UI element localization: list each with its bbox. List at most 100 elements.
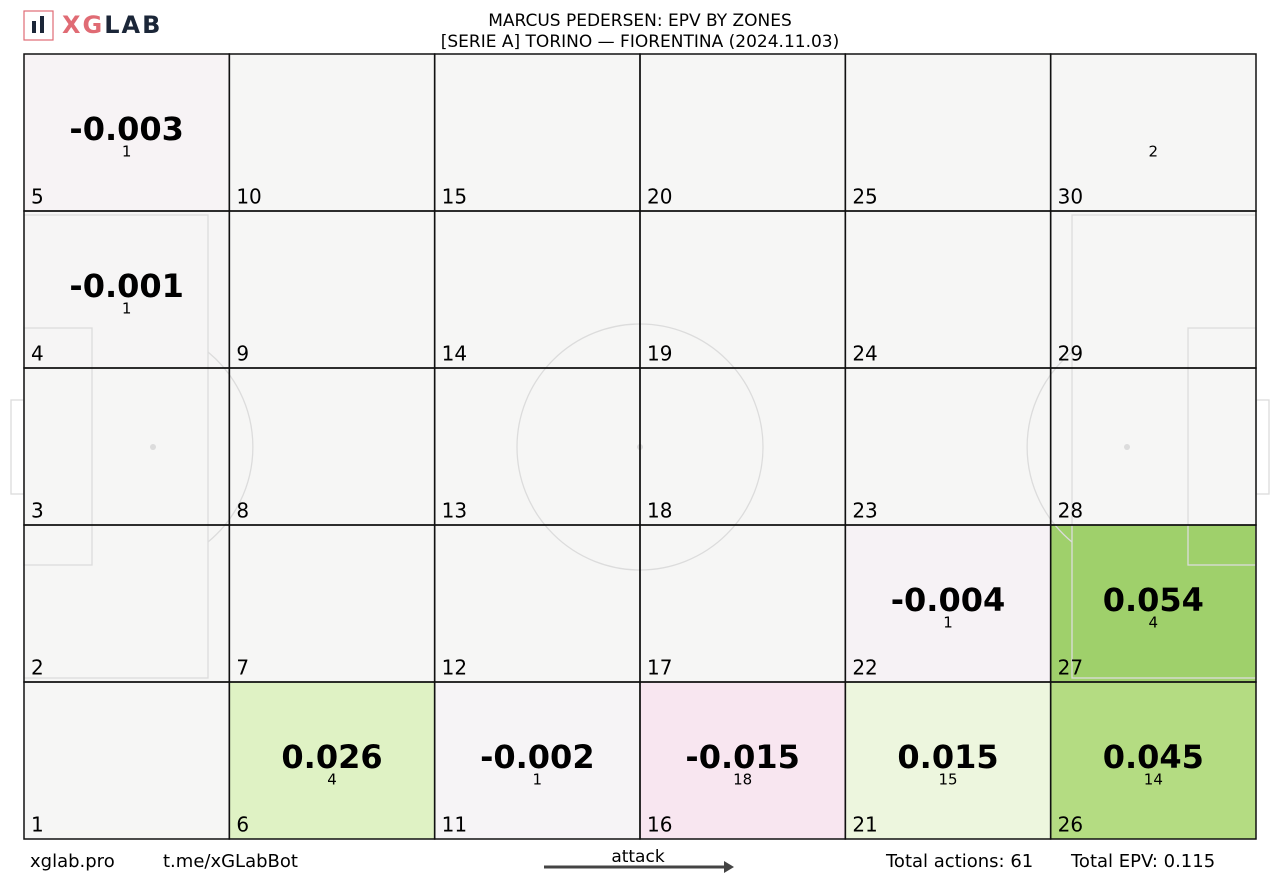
action-count: 1 (122, 143, 132, 161)
zone-cell (434, 54, 640, 211)
action-count: 4 (327, 771, 337, 789)
logo-bar (40, 16, 44, 33)
epv-value: 0.015 (897, 738, 998, 776)
zone-number: 30 (1058, 185, 1083, 209)
action-count: 1 (533, 771, 543, 789)
zone-number: 3 (31, 499, 44, 523)
site-link[interactable]: xglab.pro (30, 851, 115, 872)
zone-number: 26 (1058, 813, 1083, 837)
zone-cell (640, 525, 846, 682)
penalty-spot (1124, 444, 1130, 450)
zone-cell (1050, 54, 1256, 211)
zone-number: 21 (852, 813, 877, 837)
zone-cell (229, 682, 435, 839)
zone-cell (229, 211, 435, 368)
zone-number: 27 (1058, 656, 1083, 680)
zone-number: 7 (236, 656, 249, 680)
zone-cell (434, 211, 640, 368)
zone-number: 17 (647, 656, 672, 680)
epv-value: 0.026 (281, 738, 382, 776)
zone-number: 18 (647, 499, 672, 523)
zone-number: 19 (647, 342, 672, 366)
zone-cell (434, 525, 640, 682)
total-epv: Total EPV: 0.115 (1070, 851, 1215, 872)
zone-number: 9 (236, 342, 249, 366)
zone-number: 14 (442, 342, 467, 366)
zone-cell (434, 368, 640, 525)
zone-cell (640, 682, 846, 839)
zone-cell (24, 211, 230, 368)
action-count: 1 (122, 300, 132, 318)
goal (10, 399, 25, 495)
logo: XGLAB (62, 11, 162, 39)
epv-value: -0.015 (685, 738, 800, 776)
epv-value: -0.002 (480, 738, 595, 776)
action-count: 2 (1149, 143, 1159, 161)
zone-number: 25 (852, 185, 877, 209)
epv-value: -0.001 (69, 267, 184, 305)
zone-number: 22 (852, 656, 877, 680)
zone-number: 2 (31, 656, 44, 680)
zone-cell (845, 54, 1051, 211)
grid (23, 53, 1257, 840)
zone-number: 1 (31, 813, 44, 837)
labels: 1234-0.00115-0.003160.02647891011-0.0021… (31, 110, 1204, 837)
zone-number: 29 (1058, 342, 1083, 366)
logo-frame (23, 10, 54, 41)
logo-accent: XG (62, 11, 104, 39)
zone-cell (845, 368, 1051, 525)
total-actions: Total actions: 61 (885, 851, 1033, 872)
zone-cell (24, 368, 230, 525)
epv-value: -0.003 (69, 110, 184, 148)
zone-number: 4 (31, 342, 44, 366)
zone-number: 6 (236, 813, 249, 837)
zone-cell (845, 525, 1051, 682)
zone-cell (24, 54, 230, 211)
zone-border (1049, 53, 1257, 212)
epv-value: -0.004 (891, 581, 1006, 619)
chart-title: MARCUS PEDERSEN: EPV BY ZONES (488, 11, 792, 31)
arrow-head (724, 861, 734, 873)
logo-bar (32, 21, 36, 33)
zones (24, 54, 1256, 839)
zone-number: 20 (647, 185, 672, 209)
epv-value: 0.045 (1103, 738, 1204, 776)
zone-number: 15 (442, 185, 467, 209)
chart-subtitle: [SERIE A] TORINO — FIORENTINA (2024.11.0… (441, 32, 840, 52)
direction-label: attack (611, 847, 665, 867)
zone-cell (640, 368, 846, 525)
zone-number: 13 (442, 499, 467, 523)
zone-cell (24, 682, 230, 839)
zone-cell (845, 682, 1051, 839)
zone-number: 28 (1058, 499, 1083, 523)
zone-number: 23 (852, 499, 877, 523)
zone-number: 10 (236, 185, 261, 209)
zone-cell (1050, 682, 1256, 839)
zone-cell (1050, 211, 1256, 368)
penalty-spot (150, 444, 156, 450)
zone-number: 12 (442, 656, 467, 680)
zone-number: 24 (852, 342, 877, 366)
action-count: 1 (943, 614, 953, 632)
zone-number: 16 (647, 813, 672, 837)
action-count: 4 (1149, 614, 1159, 632)
zone-cell (229, 368, 435, 525)
zone-cell (845, 211, 1051, 368)
logo-rest: LAB (104, 11, 162, 39)
zone-cell (1050, 368, 1256, 525)
action-count: 14 (1144, 771, 1163, 789)
zone-cell (640, 211, 846, 368)
action-count: 18 (733, 771, 752, 789)
zone-cell (434, 682, 640, 839)
bot-link[interactable]: t.me/xGLabBot (163, 851, 298, 872)
zone-cell (229, 525, 435, 682)
zone-cell (1050, 525, 1256, 682)
zone-cell (640, 54, 846, 211)
zone-number: 11 (442, 813, 467, 837)
epv-value: 0.054 (1103, 581, 1204, 619)
goal (1255, 399, 1270, 495)
action-count: 15 (938, 771, 957, 789)
zone-number: 5 (31, 185, 44, 209)
zone-cell (229, 54, 435, 211)
